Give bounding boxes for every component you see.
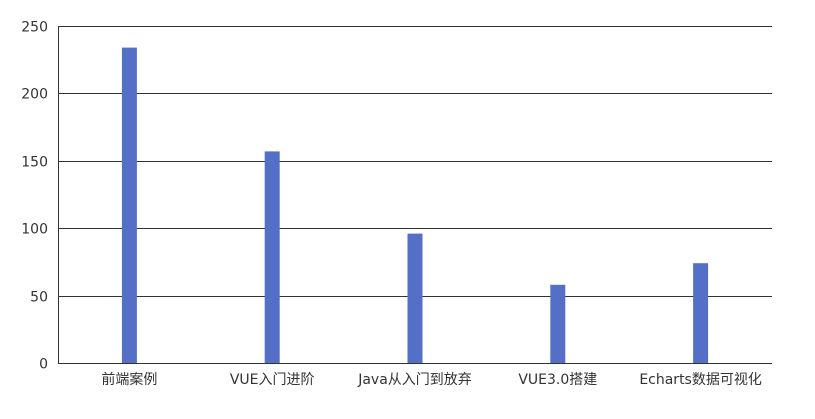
bar-4 xyxy=(693,263,709,363)
y-tick-label: 150 xyxy=(21,155,48,171)
bar-0 xyxy=(121,47,137,363)
y-tick-label: 100 xyxy=(21,222,48,238)
y-tick-label: 50 xyxy=(30,290,48,306)
x-tick-label: Echarts数据可视化 xyxy=(639,372,762,388)
bar-1 xyxy=(264,151,280,363)
y-tick-label: 250 xyxy=(21,20,48,36)
bars xyxy=(121,47,709,363)
y-axis-labels: 0 50 100 150 200 250 xyxy=(21,20,48,373)
y-tick-label: 0 xyxy=(39,357,48,373)
bar-3 xyxy=(550,284,566,363)
x-tick-label: VUE入门进阶 xyxy=(230,372,315,388)
bar-2 xyxy=(407,233,423,363)
x-axis-labels: 前端案例 VUE入门进阶 Java从入门到放弃 VUE3.0搭建 Echarts数据可视… xyxy=(101,371,761,388)
y-tick-label: 200 xyxy=(21,87,48,103)
x-tick-label: VUE3.0搭建 xyxy=(518,372,597,388)
gridlines xyxy=(58,26,772,297)
x-tick-label: 前端案例 xyxy=(101,371,157,388)
x-tick-label: Java从入门到放弃 xyxy=(357,372,472,388)
